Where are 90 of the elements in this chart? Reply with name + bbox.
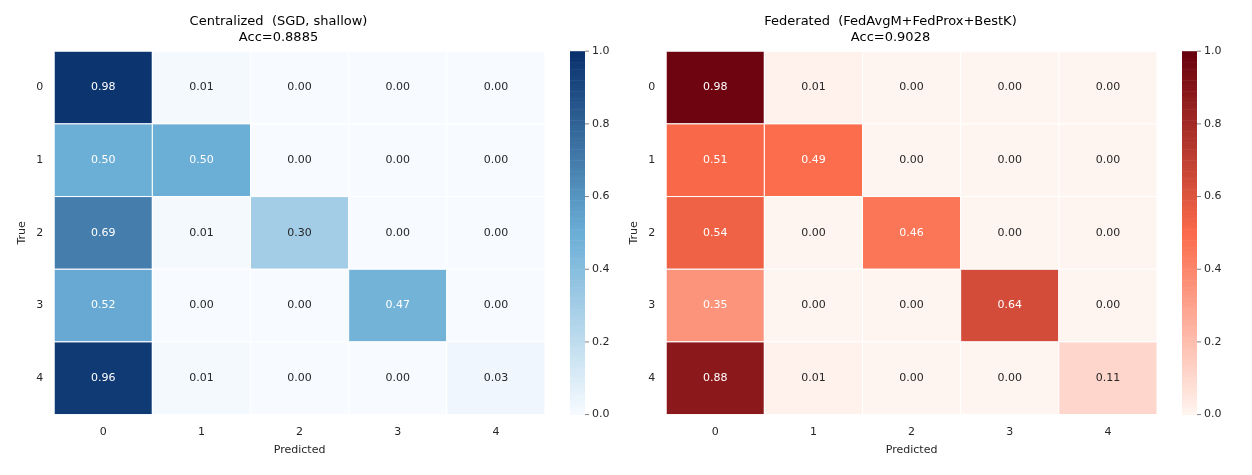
color-bar-label: 0.0 — [1204, 407, 1222, 421]
data-label: 0.00 — [483, 80, 509, 94]
y-tick-label: 4 — [36, 371, 44, 385]
x-tick-label: 0 — [711, 425, 719, 439]
data-label: 0.00 — [287, 80, 312, 94]
x-tick-label: 3 — [394, 425, 402, 439]
y-tick-label: 2 — [648, 225, 656, 239]
data-label: 0.46 — [899, 225, 924, 239]
data-label: 0.00 — [899, 371, 924, 385]
data-label: 0.00 — [801, 225, 826, 239]
color-bar-label: 0.6 — [1204, 189, 1222, 203]
color-bar-label: 0.6 — [592, 189, 610, 203]
data-label: 0.00 — [483, 225, 509, 239]
chart-title: Federated (FedAvgM+FedProx+BestK) — [764, 13, 1017, 29]
data-label: 0.88 — [703, 371, 728, 385]
y-tick-label: 0 — [648, 80, 656, 94]
data-label: 0.01 — [801, 80, 826, 94]
data-label: 0.96 — [91, 371, 116, 385]
x-axis-title: Predicted — [885, 443, 938, 457]
data-label: 0.00 — [899, 298, 924, 312]
data-label: 0.00 — [1095, 298, 1121, 312]
data-label: 0.52 — [91, 298, 116, 312]
x-axis-title: Predicted — [273, 443, 326, 457]
color-bar-label: 1.0 — [1204, 44, 1222, 58]
y-tick-label: 3 — [648, 298, 656, 312]
data-label: 0.49 — [801, 153, 826, 167]
data-label: 0.00 — [899, 153, 924, 167]
y-tick-label: 3 — [36, 298, 44, 312]
data-label: 0.54 — [703, 225, 728, 239]
data-label: 0.00 — [997, 371, 1023, 385]
y-tick-label: 2 — [36, 225, 44, 239]
x-tick-label: 2 — [296, 425, 304, 439]
data-label: 0.35 — [703, 298, 728, 312]
data-label: 0.98 — [703, 80, 728, 94]
x-tick-label: 2 — [908, 425, 916, 439]
data-label: 0.11 — [1095, 371, 1121, 385]
data-label: 0.01 — [801, 371, 826, 385]
data-label: 0.50 — [91, 153, 116, 167]
color-bar-label: 0.4 — [592, 262, 610, 276]
data-label: 0.30 — [287, 225, 312, 239]
data-label: 0.01 — [189, 371, 214, 385]
data-label: 0.00 — [483, 153, 509, 167]
data-label: 0.00 — [1095, 225, 1121, 239]
data-label: 0.00 — [801, 298, 826, 312]
color-bar-label: 0.0 — [592, 407, 610, 421]
chart-subtitle: Acc=0.9028 — [850, 28, 931, 44]
data-label: 0.50 — [189, 153, 214, 167]
data-label: 0.00 — [287, 371, 312, 385]
data-label: 0.01 — [189, 80, 214, 94]
data-label: 0.00 — [1095, 153, 1121, 167]
y-tick-label: 1 — [36, 153, 44, 167]
y-tick-label: 4 — [648, 371, 656, 385]
y-tick-label: 1 — [648, 153, 656, 167]
data-label: 0.00 — [189, 298, 214, 312]
y-tick-label: 0 — [36, 80, 44, 94]
color-bar-label: 0.2 — [592, 334, 610, 348]
data-label: 0.00 — [1095, 80, 1121, 94]
color-bar-label: 0.4 — [1204, 262, 1222, 276]
x-tick-label: 0 — [99, 425, 107, 439]
color-bar-label: 1.0 — [592, 44, 610, 58]
data-label: 0.00 — [483, 298, 509, 312]
color-bar-label: 0.8 — [592, 116, 610, 130]
data-label: 0.00 — [287, 153, 312, 167]
data-label: 0.00 — [287, 298, 312, 312]
data-label: 0.00 — [997, 153, 1023, 167]
data-label: 0.00 — [997, 80, 1023, 94]
x-tick-label: 1 — [197, 425, 205, 439]
data-label: 0.00 — [997, 225, 1023, 239]
y-axis-title: True — [15, 220, 29, 246]
data-label: 0.00 — [385, 80, 411, 94]
data-label: 0.00 — [385, 153, 411, 167]
color-bar-label: 0.8 — [1204, 116, 1222, 130]
data-label: 0.51 — [703, 153, 728, 167]
data-label: 0.00 — [385, 225, 411, 239]
y-axis-title: True — [627, 220, 641, 246]
data-label: 0.00 — [899, 80, 924, 94]
data-label: 0.64 — [997, 298, 1023, 312]
x-tick-label: 4 — [492, 425, 500, 439]
data-label: 0.03 — [483, 371, 509, 385]
chart-subtitle: Acc=0.8885 — [238, 28, 319, 44]
x-tick-label: 3 — [1006, 425, 1014, 439]
data-label: 0.98 — [91, 80, 116, 94]
data-label: 0.69 — [91, 225, 116, 239]
chart-title: Centralized (SGD, shallow) — [189, 13, 368, 29]
x-tick-label: 1 — [809, 425, 817, 439]
color-bar-label: 0.2 — [1204, 334, 1222, 348]
x-tick-label: 4 — [1104, 425, 1112, 439]
data-label: 0.47 — [385, 298, 411, 312]
data-label: 0.00 — [385, 371, 411, 385]
data-label: 0.01 — [189, 225, 214, 239]
